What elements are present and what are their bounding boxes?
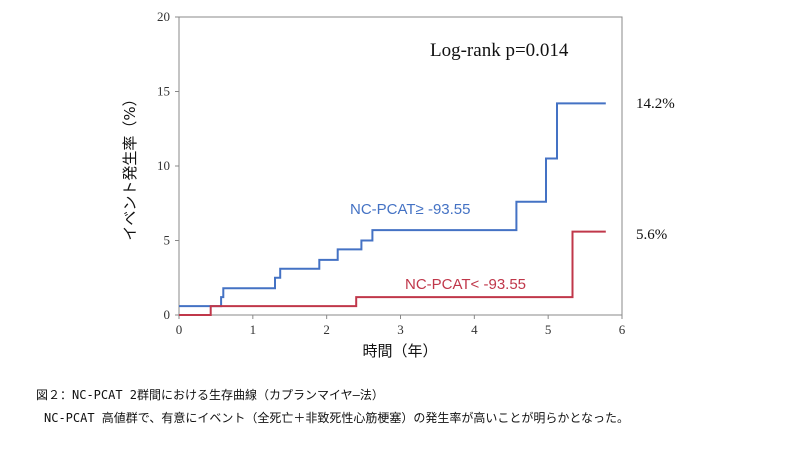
- y-tick-label: 0: [164, 307, 171, 322]
- x-tick-label: 6: [619, 322, 626, 337]
- x-tick-label: 1: [250, 322, 257, 337]
- x-axis: 0 1 2 3 4 5 6: [176, 315, 626, 337]
- end-label-high: 14.2%: [636, 96, 675, 112]
- series-line-low: [179, 230, 606, 316]
- figure-caption-title: 図２：NC-PCAT 2群間における生存曲線（カプランマイヤ―法）: [36, 388, 384, 402]
- x-tick-label: 2: [323, 322, 330, 337]
- series-line-high: [179, 102, 606, 308]
- end-label-low: 5.6%: [636, 227, 667, 243]
- series-label-high: NC-PCAT≥ -93.55: [350, 201, 470, 218]
- x-axis-title: 時間（年）: [362, 342, 437, 360]
- series-label-low: NC-PCAT< -93.55: [405, 276, 526, 293]
- figure-caption-text: NC-PCAT 高値群で、有意にイベント（全死亡＋非致死性心筋梗塞）の発生率が高…: [44, 411, 629, 425]
- plot-frame: [178, 16, 623, 316]
- x-tick-label: 5: [545, 322, 552, 337]
- x-tick-label: 4: [471, 322, 478, 337]
- series-layer: [179, 102, 606, 316]
- y-tick-label: 15: [157, 84, 170, 99]
- y-axis: 0 5 10 15 20: [157, 9, 179, 322]
- log-rank-annotation: Log-rank p=0.014: [430, 40, 569, 61]
- y-tick-label: 20: [157, 9, 170, 24]
- x-tick-label: 0: [176, 322, 183, 337]
- x-tick-label: 3: [397, 322, 404, 337]
- y-tick-label: 5: [164, 233, 171, 248]
- y-tick-label: 10: [157, 158, 170, 173]
- y-axis-title: イベント発生率（%）: [121, 91, 139, 240]
